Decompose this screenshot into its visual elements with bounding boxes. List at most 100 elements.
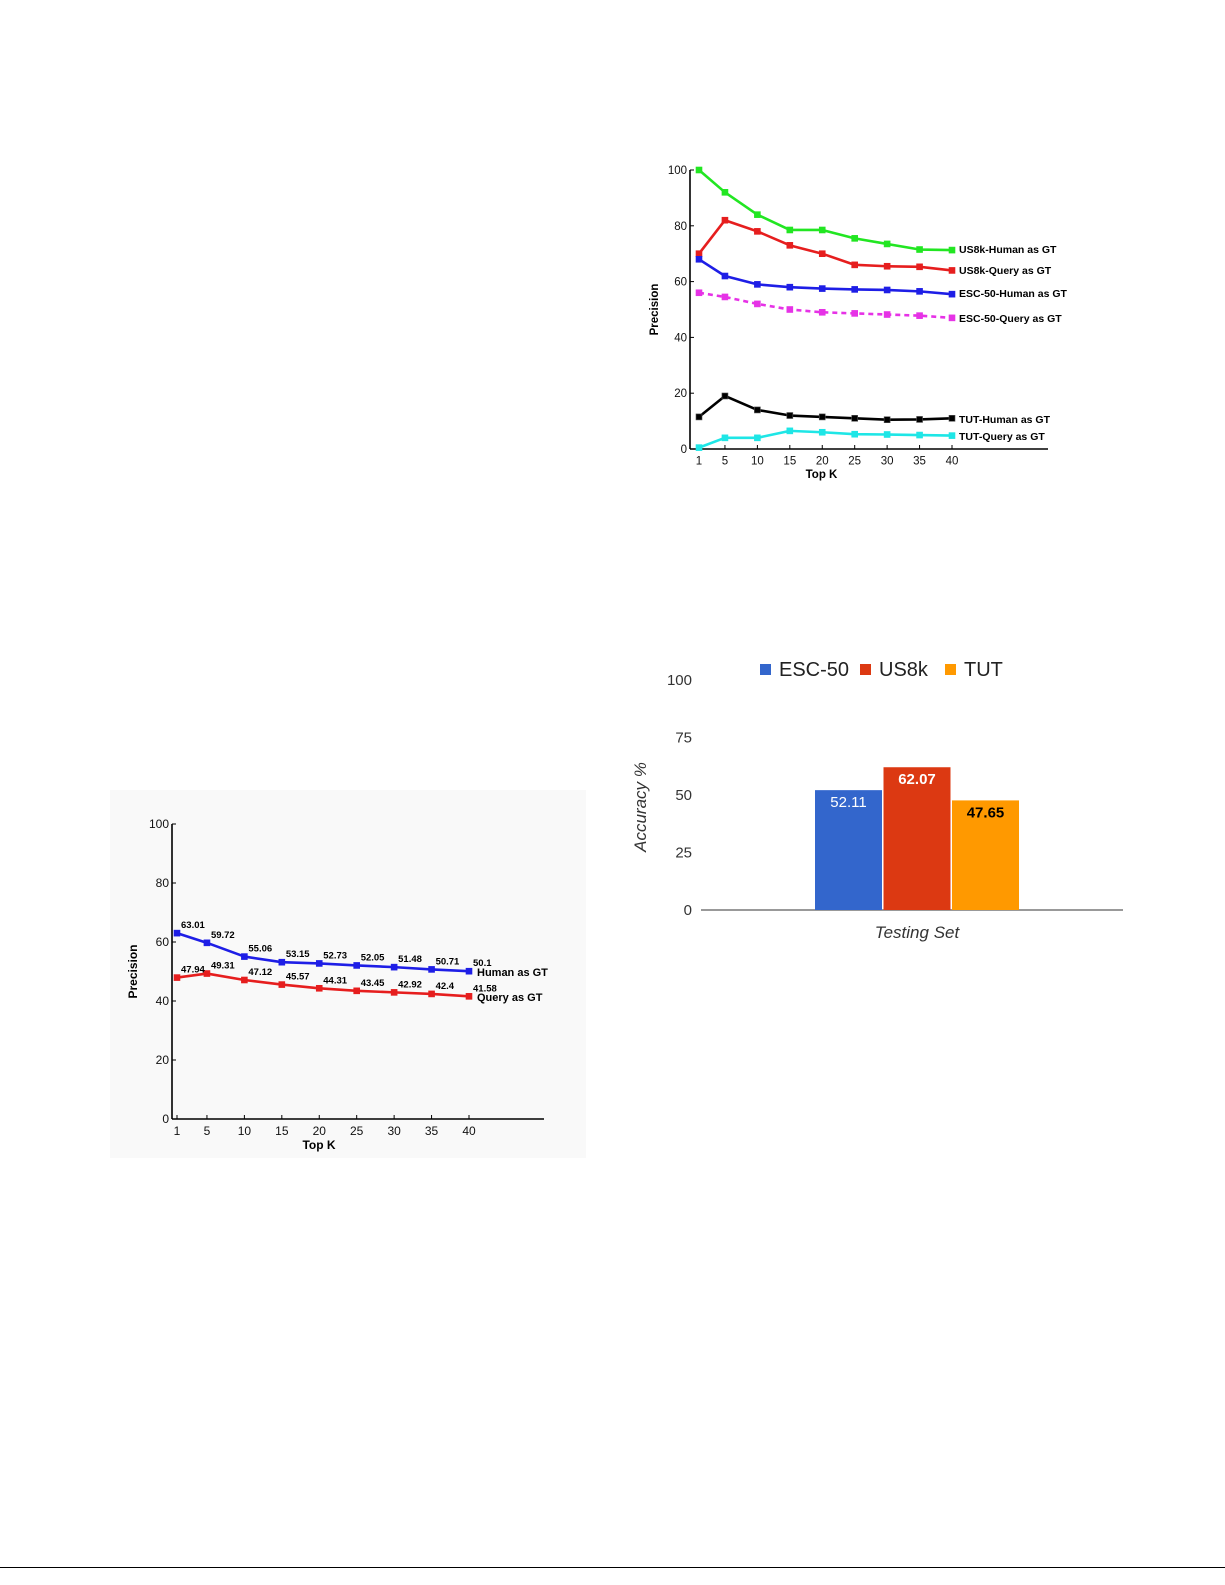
- bar: [952, 800, 1019, 910]
- data-point-marker: [428, 966, 435, 973]
- data-point-marker: [818, 285, 826, 292]
- data-label: 52.73: [323, 950, 347, 961]
- data-point-marker: [786, 242, 794, 249]
- bar-value-label: 62.07: [898, 771, 936, 788]
- data-point-marker: [948, 432, 956, 439]
- data-point-marker: [916, 246, 923, 253]
- data-point-marker: [818, 413, 826, 421]
- data-point-marker: [948, 267, 956, 274]
- data-point-marker: [818, 308, 826, 316]
- data-point-marker: [721, 392, 729, 400]
- data-point-marker: [721, 216, 729, 224]
- y-tick-label: 60: [674, 277, 687, 289]
- x-tick-label: 30: [881, 456, 894, 468]
- x-tick-label: 5: [722, 456, 728, 468]
- legend-label: US8k: [879, 659, 929, 681]
- y-tick-label: 60: [156, 935, 170, 949]
- data-label: 52.05: [361, 952, 385, 963]
- data-label: 47.94: [181, 965, 205, 976]
- data-point-marker: [883, 240, 891, 248]
- legend-label: TUT-Query as GT: [959, 431, 1045, 443]
- legend-label: TUT-Human as GT: [959, 414, 1051, 426]
- x-tick-label: 1: [696, 456, 702, 468]
- data-label: 50.1: [473, 958, 492, 969]
- x-tick-label: 40: [946, 456, 959, 468]
- x-tick-label: 20: [313, 1124, 327, 1138]
- data-label: 49.31: [211, 961, 235, 972]
- data-point-marker: [721, 434, 729, 442]
- data-point-marker: [390, 989, 398, 996]
- data-point-marker: [695, 413, 703, 421]
- legend-swatch: [760, 664, 771, 675]
- data-label: 41.58: [473, 983, 497, 994]
- y-axis-title: Precision: [126, 944, 140, 998]
- legend-label: Query as GT: [477, 992, 543, 1004]
- data-point-marker: [851, 235, 858, 242]
- data-label: 42.92: [398, 979, 422, 990]
- x-axis-title: Top K: [302, 1138, 335, 1152]
- data-label: 50.71: [436, 956, 460, 967]
- data-point-marker: [695, 250, 703, 257]
- x-axis-title: Top K: [806, 469, 838, 481]
- data-point-marker: [818, 250, 826, 257]
- data-point-marker: [428, 990, 435, 998]
- data-point-marker: [353, 987, 360, 995]
- data-point-marker: [353, 962, 360, 969]
- data-point-marker: [916, 263, 923, 271]
- data-point-marker: [278, 981, 286, 988]
- legend-label: US8k-Human as GT: [959, 244, 1057, 256]
- data-point-marker: [916, 312, 923, 319]
- legend-swatch: [945, 664, 956, 675]
- data-point-marker: [851, 415, 858, 422]
- y-axis-title: Precision: [649, 284, 661, 336]
- x-tick-label: 25: [350, 1124, 364, 1138]
- x-tick-label: 15: [783, 456, 796, 468]
- data-point-marker: [695, 289, 703, 297]
- legend-label: TUT: [964, 659, 1003, 681]
- x-tick-label: 10: [238, 1124, 252, 1138]
- data-point-marker: [695, 444, 703, 451]
- y-tick-label: 100: [149, 817, 169, 831]
- bar-chart-svg: 0 25 50 75 100 52.11 62.07 47.65 Testing Set Accu…: [631, 659, 1123, 942]
- data-point-marker: [883, 431, 891, 438]
- data-point-marker: [851, 261, 858, 269]
- data-point-marker: [721, 293, 729, 301]
- legend-label: Human as GT: [477, 967, 548, 979]
- data-label: 47.12: [248, 967, 272, 978]
- y-tick-label: 0: [681, 444, 687, 456]
- y-tick-label: 80: [156, 876, 170, 890]
- y-tick-label: 75: [675, 730, 692, 747]
- series-line: [698, 169, 953, 252]
- data-label: 42.4: [436, 981, 455, 992]
- x-tick-label: 15: [275, 1124, 289, 1138]
- y-axis-title: Accuracy %: [631, 762, 650, 853]
- data-point-marker: [241, 976, 248, 984]
- chart-top-k-precision-datasets: 0 20 40 60 80 100 1 5 10 15 20 25 30 35 40 Top K Precisi…: [640, 150, 1092, 490]
- legend-label: ESC-50-Query as GT: [959, 313, 1062, 325]
- data-point-marker: [916, 288, 923, 295]
- y-tick-label: 50: [675, 787, 692, 804]
- data-point-marker: [883, 416, 891, 424]
- y-tick-label: 25: [675, 845, 692, 862]
- legend-label: ESC-50-Human as GT: [959, 288, 1068, 300]
- data-point-marker: [315, 960, 323, 967]
- data-label: 43.45: [361, 978, 385, 989]
- x-tick-label: 40: [462, 1124, 476, 1138]
- data-point-marker: [390, 963, 398, 971]
- data-label: 44.31: [323, 975, 347, 986]
- data-point-marker: [173, 929, 181, 937]
- data-point-marker: [465, 993, 473, 1000]
- y-tick-label: 0: [162, 1112, 169, 1126]
- data-point-marker: [786, 306, 794, 313]
- data-point-marker: [695, 255, 703, 263]
- y-tick-label: 40: [674, 332, 687, 344]
- bar: [883, 767, 951, 910]
- data-point-marker: [786, 412, 794, 419]
- data-point-marker: [851, 286, 858, 293]
- data-point-marker: [948, 415, 956, 422]
- data-label: 59.72: [211, 930, 235, 941]
- data-point-marker: [786, 283, 794, 291]
- y-tick-label: 100: [668, 165, 687, 177]
